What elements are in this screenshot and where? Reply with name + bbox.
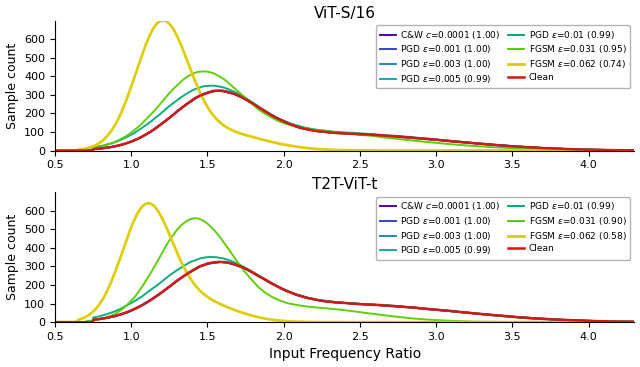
Y-axis label: Sample count: Sample count [6,214,19,300]
Legend: C&W $c$=0.0001 (1.00), PGD $\varepsilon$=0.001 (1.00), PGD $\varepsilon$=0.003 (: C&W $c$=0.0001 (1.00), PGD $\varepsilon$… [376,25,630,88]
Legend: C&W $c$=0.0001 (1.00), PGD $\varepsilon$=0.001 (1.00), PGD $\varepsilon$=0.003 (: C&W $c$=0.0001 (1.00), PGD $\varepsilon$… [376,197,630,260]
Title: T2T-ViT-t: T2T-ViT-t [312,177,378,192]
Y-axis label: Sample count: Sample count [6,43,19,129]
Title: ViT-S/16: ViT-S/16 [314,6,376,21]
X-axis label: Input Frequency Ratio: Input Frequency Ratio [269,348,421,361]
